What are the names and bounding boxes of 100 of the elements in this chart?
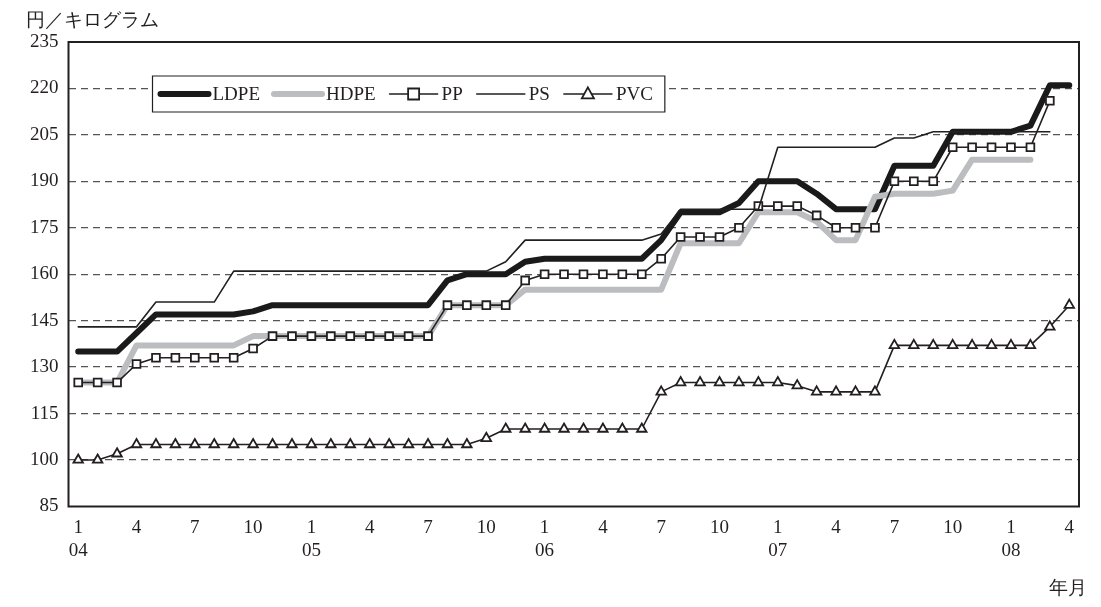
point [481,300,492,310]
x-tick-label: 1 07 [768,515,788,560]
point [422,438,434,449]
point [811,210,822,221]
point [189,438,201,449]
x-tick-label: 10 [710,515,729,537]
x-tick-label: 7 [889,515,900,537]
point [286,438,298,449]
point [947,339,959,350]
point [539,269,550,279]
point [150,438,162,449]
point [849,385,862,396]
point [772,376,784,387]
point [72,453,84,464]
x-tick-label: 1 04 [68,515,89,560]
point [248,343,258,354]
x-tick-label: 7 [190,515,200,537]
point [305,438,318,449]
x-tick-label: 1 06 [535,515,555,560]
x-tick-label: 4 [131,515,142,537]
y-tick-label: 100 [30,447,59,469]
point [792,201,803,211]
x-tick-label: 4 [1064,515,1075,537]
y-tick-label: 190 [30,169,59,191]
point [1045,96,1055,106]
point [811,385,823,396]
x-tick-label: 4 [598,515,609,537]
point [519,422,531,433]
point [228,438,240,449]
point [656,253,666,264]
point [909,176,919,187]
point [616,422,628,433]
point [287,331,297,341]
x-tick-label: 10 [943,515,963,537]
point [695,232,705,242]
point [1006,142,1016,153]
point [423,331,433,341]
x-tick-label: 7 [656,515,666,537]
y-tick-label: 205 [30,122,59,144]
y-tick-label: 115 [30,401,59,423]
y-tick-label: 85 [39,494,59,516]
point [578,269,589,279]
point [92,377,103,388]
point [306,331,317,341]
point [151,353,161,363]
point [267,331,278,341]
point [247,438,259,449]
point [850,222,861,233]
point [674,376,687,387]
point [112,377,122,388]
point [441,438,454,449]
point [927,339,939,350]
point [169,438,182,449]
point [500,422,512,433]
point [73,377,84,388]
point [538,422,551,433]
x-tick-label: 4 [831,515,842,537]
point [209,353,220,363]
point [170,353,181,363]
point [1005,339,1017,350]
x-tick-label: 10 [243,515,263,537]
x-tick-label: 10 [476,515,496,537]
point [752,376,765,387]
point [266,438,279,449]
y-tick-label: 160 [30,262,59,284]
point [636,269,647,279]
x-tick-label: 1 05 [301,515,321,560]
legend-label: HDPE [326,82,376,104]
point [830,385,842,396]
point [442,300,453,310]
y-axis-title: 円／キログラム [26,9,159,30]
point [91,453,104,464]
point [345,331,356,341]
point [208,438,220,449]
point [326,331,336,341]
point [1044,320,1056,331]
point [462,300,472,310]
point [577,422,590,433]
point [520,275,530,286]
point [694,376,706,387]
y-tick-label: 175 [30,215,59,237]
point [558,422,570,433]
point [131,359,142,369]
point [870,222,880,233]
point [908,339,920,350]
point [461,438,473,449]
point [773,201,783,211]
point [928,176,939,187]
point [655,385,667,396]
point [190,353,200,363]
legend-label: PVC [615,82,653,104]
point [947,142,958,153]
point [325,438,337,449]
point [383,438,395,449]
point [869,385,881,396]
point [402,438,415,449]
point [364,331,375,341]
point [344,438,356,449]
point [831,222,841,233]
point [1024,339,1037,350]
